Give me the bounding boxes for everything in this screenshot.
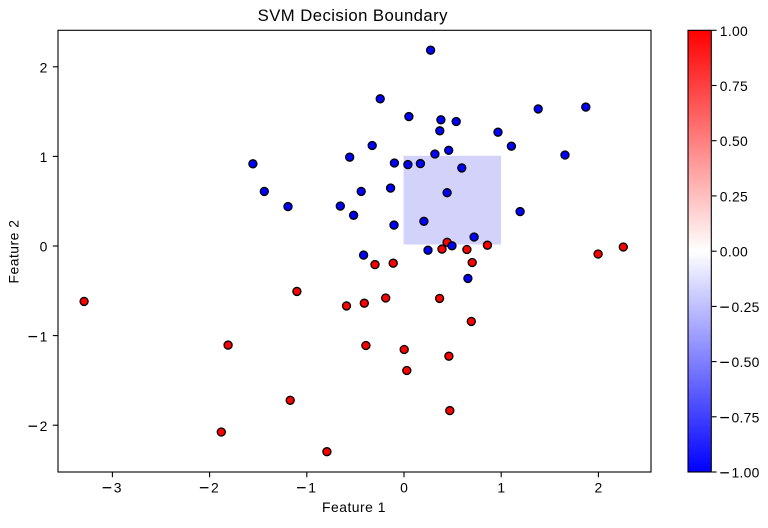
svg-text:0: 0: [40, 239, 48, 255]
svg-text:1.00: 1.00: [731, 465, 759, 481]
svg-text:1.00: 1.00: [720, 23, 748, 39]
svg-text:3: 3: [114, 479, 122, 495]
svg-text:1: 1: [40, 149, 48, 165]
svg-text:Feature 2: Feature 2: [5, 220, 21, 284]
svg-text:0.50: 0.50: [720, 133, 748, 149]
svg-text:2: 2: [40, 418, 48, 434]
svg-text:SVM Decision Boundary: SVM Decision Boundary: [258, 6, 449, 25]
svg-text:0.75: 0.75: [720, 78, 748, 94]
svg-text:0.25: 0.25: [731, 299, 759, 315]
svg-text:0.25: 0.25: [720, 188, 748, 204]
svg-text:2: 2: [595, 479, 603, 495]
svg-text:1: 1: [497, 479, 505, 495]
svg-text:0.75: 0.75: [731, 409, 759, 425]
svg-text:Feature 1: Feature 1: [322, 499, 386, 515]
svg-text:0.50: 0.50: [731, 354, 759, 370]
svg-text:1: 1: [40, 328, 48, 344]
svg-text:1: 1: [308, 479, 316, 495]
svg-text:0.00: 0.00: [720, 244, 748, 260]
svg-text:0: 0: [400, 479, 408, 495]
svg-text:2: 2: [40, 60, 48, 76]
svg-text:2: 2: [211, 479, 219, 495]
